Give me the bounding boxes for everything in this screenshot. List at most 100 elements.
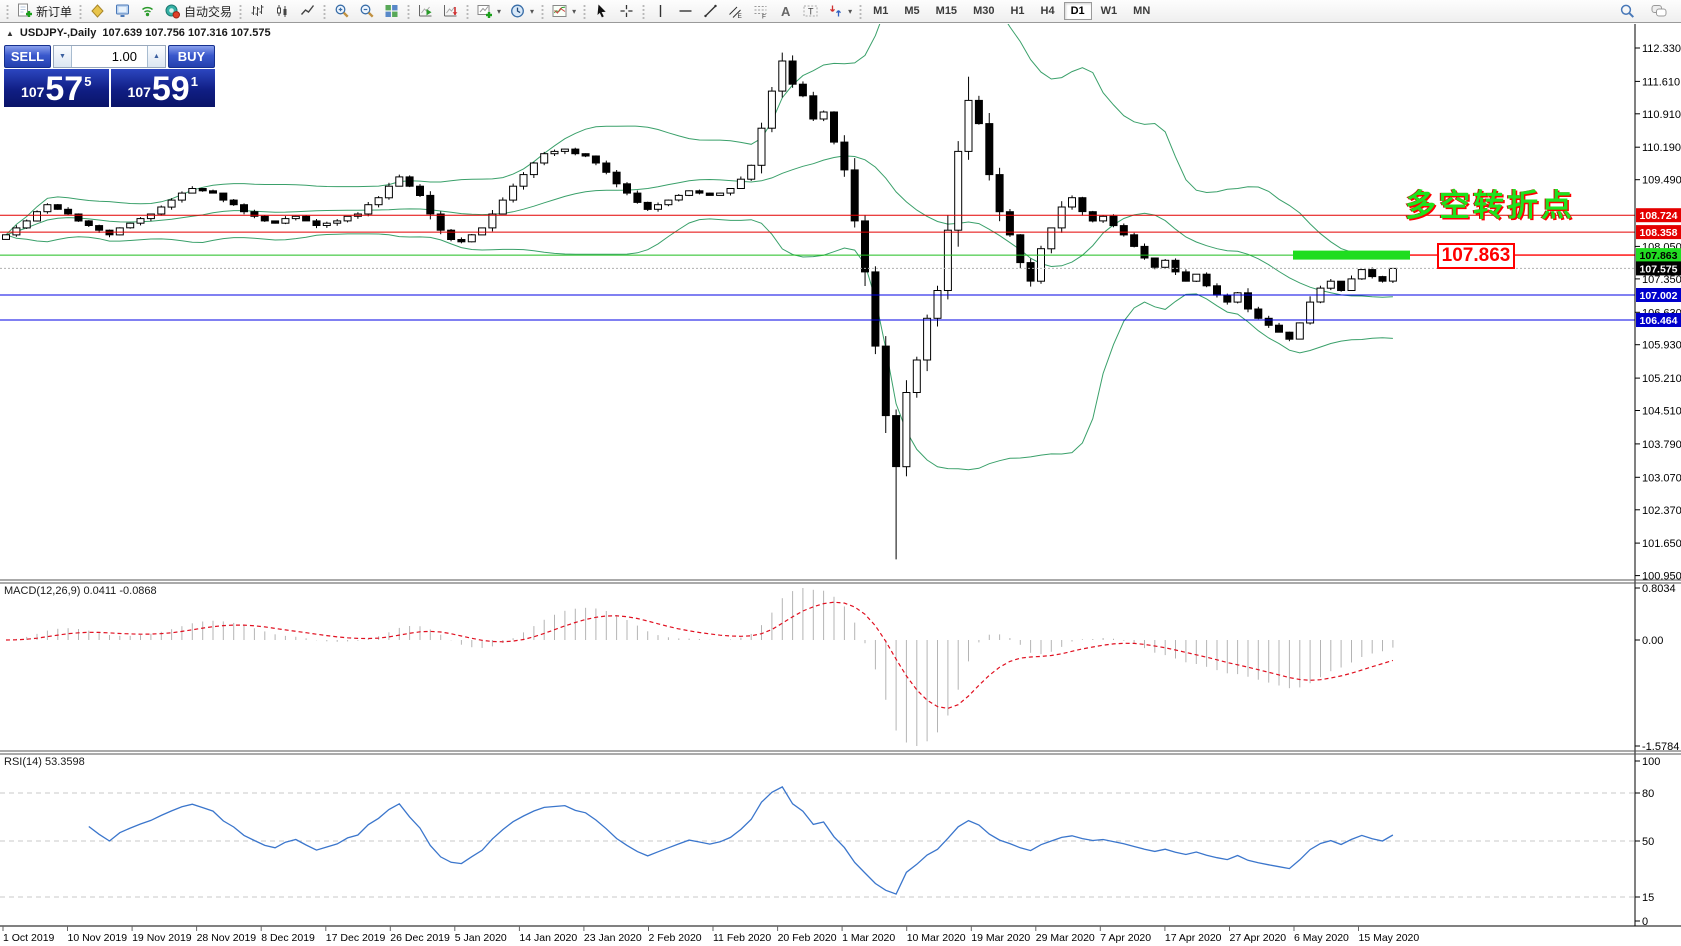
indicators-button[interactable]: ▾ <box>547 1 580 21</box>
pivot-highlight-bar[interactable] <box>1293 250 1410 260</box>
new-order-button[interactable]: 新订单 <box>12 1 76 21</box>
equidistant-channel-tool-icon: E <box>729 6 743 19</box>
toolbar-group-grip[interactable] <box>540 3 546 19</box>
svg-text:102.370: 102.370 <box>1642 505 1681 517</box>
toolbar-group-grip[interactable] <box>238 3 244 19</box>
volume-increase-button[interactable]: ▲ <box>147 46 165 67</box>
cursor-tool-button[interactable] <box>589 1 614 21</box>
timeframe-w1[interactable]: W1 <box>1100 5 1118 17</box>
auto-scroll-button[interactable] <box>413 1 438 21</box>
svg-text:103.790: 103.790 <box>1642 439 1681 451</box>
svg-text:107.350: 107.350 <box>1642 274 1681 286</box>
timeframe-m5[interactable]: M5 <box>904 5 920 17</box>
collapse-arrow-icon[interactable]: ▲ <box>6 28 14 38</box>
chart-header: ▲ USDJPY-,Daily 107.639 107.756 107.316 … <box>6 27 271 39</box>
svg-text:0: 0 <box>1642 916 1648 928</box>
macd-signal-line <box>5 601 1394 710</box>
svg-text:101.650: 101.650 <box>1642 538 1681 550</box>
price-badge <box>1636 261 1681 276</box>
crosshair-tool-button[interactable] <box>614 1 639 21</box>
volume-decrease-button[interactable]: ▼ <box>54 46 72 67</box>
svg-text:14 Jan 2020: 14 Jan 2020 <box>519 932 577 944</box>
fibonacci-tool[interactable]: F <box>748 1 773 21</box>
svg-text:28 Nov 2019: 28 Nov 2019 <box>197 932 257 944</box>
sell-price-big: 57 <box>45 70 84 109</box>
chat-icon[interactable] <box>1646 1 1672 21</box>
timeframe-d1[interactable]: D1 <box>1063 2 1092 20</box>
timeframe-h1[interactable]: H1 <box>1010 5 1025 17</box>
toolbar-group-grip[interactable] <box>582 3 588 19</box>
new-chart-icon <box>477 5 493 18</box>
svg-text:10 Nov 2019: 10 Nov 2019 <box>68 932 128 944</box>
chart-shift-button[interactable] <box>438 1 463 21</box>
panel-separators[interactable] <box>0 579 1681 927</box>
toolbar-group-grip[interactable] <box>641 3 647 19</box>
arrows-tool[interactable]: ▾ <box>823 1 856 21</box>
line-chart-icon <box>301 5 315 15</box>
horizontal-level-lines[interactable] <box>0 214 1635 321</box>
sell-button[interactable]: SELL <box>4 45 51 68</box>
toolbar-group-grip[interactable] <box>5 3 10 19</box>
text-tool[interactable]: A <box>773 1 798 21</box>
buy-price-display[interactable]: 107 59 1 <box>110 69 215 107</box>
chart-title: USDJPY-,Daily <box>19 27 97 39</box>
toolbar-group-grip[interactable] <box>406 3 412 19</box>
timeframe-m1[interactable]: M1 <box>873 5 889 17</box>
toolbar-group-grip[interactable] <box>465 3 471 19</box>
toolbar: 新订单 自动交易 ▾ ▾ ▾ E F A T ▾ M1 M5 M15 M30 H1 H4 D1 W1 MN <box>0 0 1681 23</box>
buy-button[interactable]: BUY <box>168 45 215 68</box>
periods-icon <box>511 4 524 18</box>
autotrading-button[interactable]: 自动交易 <box>160 1 236 21</box>
toolbar-group-grip[interactable] <box>858 3 864 19</box>
rsi-line <box>88 786 1394 895</box>
zoom-in-button[interactable] <box>329 1 354 21</box>
sell-price-prefix: 107 <box>21 84 45 100</box>
new-order-button-label: 新订单 <box>36 4 73 19</box>
periods-button[interactable]: ▾ <box>505 1 538 21</box>
candlestick-chart-button[interactable] <box>270 1 295 21</box>
annotation-text[interactable]: 多空转折点 <box>1405 188 1575 223</box>
vertical-line-tool[interactable] <box>648 1 673 21</box>
bollinger-bands <box>5 24 1393 471</box>
timeframe-m15[interactable]: M15 <box>935 5 958 17</box>
svg-text:107.002: 107.002 <box>1640 290 1678 302</box>
svg-text:108.358: 108.358 <box>1640 227 1678 239</box>
timeframe-m30[interactable]: M30 <box>973 5 995 17</box>
zoom-in-icon <box>335 4 349 18</box>
svg-text:2 Feb 2020: 2 Feb 2020 <box>649 932 702 944</box>
volume-input[interactable]: 1.00 <box>111 49 137 64</box>
price-badge <box>1636 288 1681 302</box>
line-chart-button[interactable] <box>295 1 320 21</box>
equidistant-channel-tool[interactable]: E <box>723 1 748 21</box>
svg-text:1 Oct 2019: 1 Oct 2019 <box>3 932 55 944</box>
text-tool-icon: A <box>781 4 791 19</box>
zoom-out-button[interactable] <box>354 1 379 21</box>
svg-text:1 Mar 2020: 1 Mar 2020 <box>842 932 895 944</box>
toolbar-group-grip[interactable] <box>322 3 328 19</box>
svg-text:50: 50 <box>1642 836 1654 848</box>
tile-windows-button[interactable] <box>379 1 404 21</box>
svg-text:107.863: 107.863 <box>1640 250 1678 262</box>
toolbar-group-grip[interactable] <box>78 3 84 19</box>
metaeditor-icon[interactable] <box>85 1 110 21</box>
svg-text:-1.5784: -1.5784 <box>1642 741 1679 753</box>
text-label-tool[interactable]: T <box>798 1 823 21</box>
search-icon[interactable] <box>1614 1 1640 21</box>
trendline-tool[interactable] <box>698 1 723 21</box>
timeframe-mn[interactable]: MN <box>1133 5 1151 17</box>
svg-text:111.610: 111.610 <box>1642 76 1680 88</box>
svg-text:15 May 2020: 15 May 2020 <box>1359 932 1420 944</box>
horizontal-line-tool[interactable] <box>673 1 698 21</box>
price-callout-label[interactable]: 107.863 <box>1437 243 1515 269</box>
sell-price-display[interactable]: 107 57 5 <box>4 69 109 107</box>
svg-text:6 May 2020: 6 May 2020 <box>1294 932 1349 944</box>
autotrading-button-label: 自动交易 <box>184 4 233 19</box>
market-watch-icon[interactable] <box>110 1 135 21</box>
timeframe-h4[interactable]: H4 <box>1040 5 1055 17</box>
bar-chart-button[interactable] <box>245 1 270 21</box>
new-chart-button[interactable]: ▾ <box>472 1 505 21</box>
signals-icon[interactable] <box>135 1 160 21</box>
